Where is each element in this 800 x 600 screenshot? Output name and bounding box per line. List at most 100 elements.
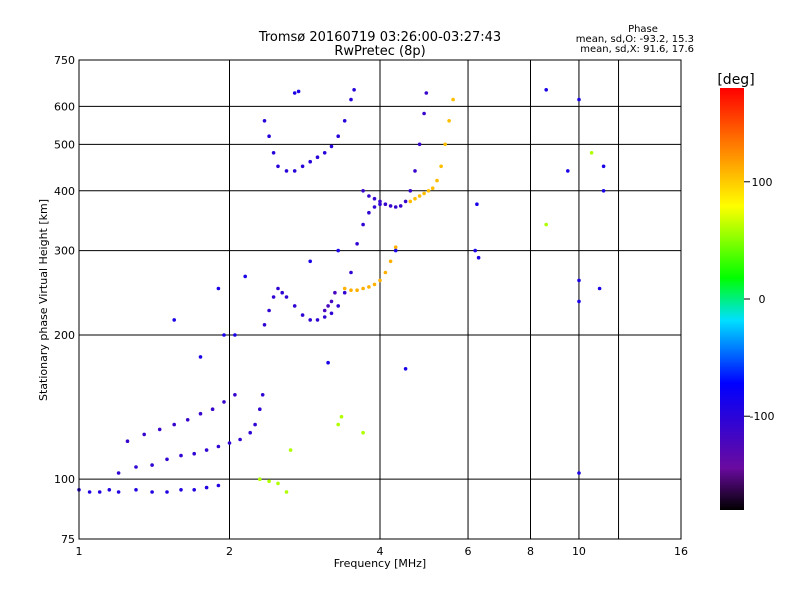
y-axis-ticks: 75 100 200 300 400 500 600 750	[54, 54, 75, 546]
data-point	[260, 393, 265, 397]
data-point	[447, 119, 451, 123]
data-point	[308, 318, 313, 322]
data-point	[342, 119, 347, 123]
data-point	[300, 313, 305, 317]
chart-title: Tromsø 20160719 03:26:00-03:27:43	[258, 30, 501, 45]
data-point	[336, 304, 341, 308]
data-point	[179, 488, 183, 492]
data-point	[233, 333, 237, 337]
data-point	[349, 97, 353, 102]
x-tick-label: 6	[465, 545, 472, 558]
y-tick-label: 750	[54, 54, 75, 67]
data-point	[134, 488, 138, 492]
data-point	[179, 453, 183, 458]
data-point	[276, 481, 280, 486]
data-point	[352, 88, 356, 92]
data-point	[271, 295, 276, 299]
data-point	[349, 270, 353, 275]
data-point	[367, 194, 371, 198]
data-point	[267, 479, 271, 484]
data-point	[262, 119, 267, 123]
data-point	[192, 451, 196, 456]
data-point	[367, 285, 371, 289]
data-point	[322, 308, 327, 313]
colorbar	[720, 88, 744, 510]
data-point	[142, 432, 146, 437]
data-point	[329, 299, 334, 304]
data-point	[339, 414, 344, 419]
colorbar-tick-label: 100	[752, 176, 773, 189]
data-point	[435, 178, 439, 183]
data-point	[233, 393, 237, 397]
data-point	[97, 490, 102, 494]
y-tick-label: 600	[54, 100, 75, 113]
data-point	[248, 430, 252, 435]
x-tick-label: 16	[674, 545, 688, 558]
data-point	[292, 91, 297, 95]
data-point	[361, 222, 365, 227]
plot-frame	[78, 59, 682, 540]
data-point	[284, 295, 289, 299]
data-point	[383, 270, 388, 275]
data-point	[292, 304, 297, 308]
y-tick-label: 500	[54, 138, 75, 151]
data-point	[116, 490, 121, 494]
colorbar-tick-label: -100	[750, 410, 775, 423]
colorbar-ticks: 100 0 -100	[744, 176, 774, 423]
data-point	[315, 155, 320, 159]
data-point	[473, 248, 478, 253]
data-point	[367, 210, 371, 215]
data-point	[601, 164, 606, 169]
data-point	[342, 290, 347, 295]
phase-info-title: Phase	[628, 24, 658, 35]
data-point	[372, 196, 377, 201]
data-point	[204, 448, 209, 452]
data-point	[393, 205, 398, 209]
data-point	[326, 304, 330, 308]
data-point	[597, 286, 602, 291]
data-point	[271, 151, 276, 155]
data-point	[198, 411, 203, 416]
data-point	[329, 144, 334, 149]
data-point	[383, 202, 388, 206]
data-point	[422, 111, 426, 116]
data-point	[165, 490, 169, 494]
data-point	[378, 199, 382, 204]
data-point	[577, 278, 581, 283]
data-point	[475, 202, 479, 206]
data-point	[296, 89, 301, 94]
phase-info-o: mean, sd,O: -93.2, 15.3	[576, 34, 694, 45]
data-point	[276, 164, 280, 169]
data-point	[426, 189, 431, 193]
y-tick-label: 75	[61, 533, 75, 546]
data-point	[417, 142, 422, 147]
data-point	[185, 418, 190, 422]
x-tick-label: 10	[572, 545, 586, 558]
data-point	[329, 311, 334, 316]
data-point	[544, 222, 548, 227]
data-point	[336, 422, 341, 427]
data-point	[262, 323, 267, 327]
data-point	[589, 151, 594, 155]
data-point	[393, 248, 398, 253]
data-point	[222, 400, 226, 404]
data-point	[336, 248, 341, 253]
data-point	[87, 490, 92, 494]
data-point	[216, 444, 221, 449]
data-point	[276, 286, 280, 291]
y-tick-label: 400	[54, 185, 75, 198]
data-point	[393, 245, 398, 249]
y-tick-label: 300	[54, 245, 75, 258]
data-point	[150, 490, 154, 494]
data-point	[267, 308, 271, 313]
data-point	[577, 471, 581, 475]
data-point	[378, 202, 382, 206]
data-point	[284, 169, 289, 173]
data-point	[216, 483, 221, 488]
data-point	[284, 490, 289, 494]
grid-lines	[79, 60, 681, 539]
data-point	[125, 439, 130, 444]
x-tick-label: 2	[226, 545, 233, 558]
data-point	[134, 465, 138, 469]
